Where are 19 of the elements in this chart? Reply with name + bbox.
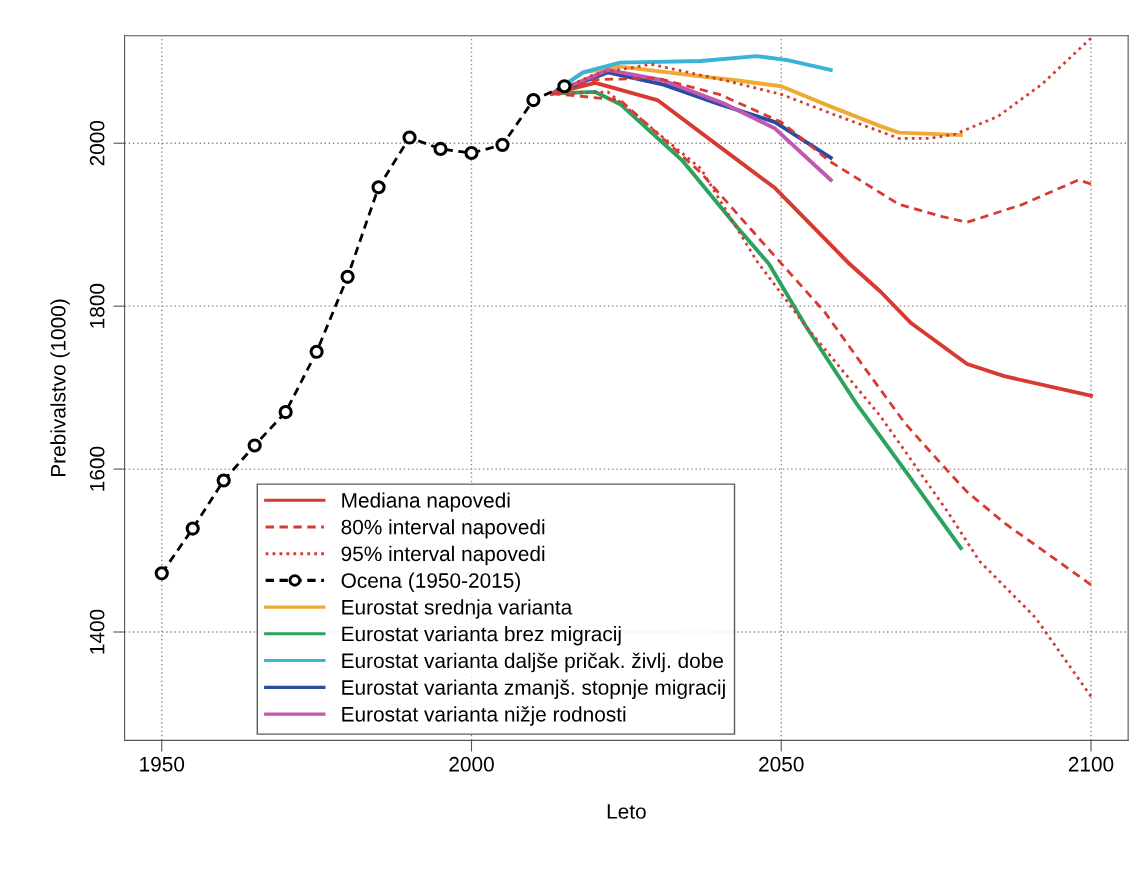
legend-label: 80% interval napovedi — [341, 519, 545, 539]
legend-label: Eurostat srednja varianta — [342, 599, 573, 619]
legend-label: Ocena (1950-2015) — [341, 572, 520, 592]
legend-label: Eurostat varianta zmanjš. stopnje migracij — [342, 679, 725, 699]
legend-label: Eurostat varianta daljše pričak. življ. dobe — [342, 652, 723, 673]
x-tick-label: 2100 — [1068, 756, 1114, 772]
x-axis-title: Leto — [607, 804, 646, 819]
x-tick-label: 1950 — [140, 756, 185, 772]
legend-label: Mediana napovedi — [342, 492, 510, 512]
y-tick-label: 1800 — [89, 283, 105, 328]
x-tick-label: 2000 — [449, 756, 494, 772]
legend-label: 95% interval napovedi — [341, 545, 545, 566]
y-axis-title: Prebivalstvo (1000) — [50, 299, 70, 477]
x-tick-label: 2050 — [759, 756, 804, 772]
legend-label: Eurostat varianta nižje rodnosti — [342, 706, 626, 726]
y-tick-label: 1600 — [89, 446, 105, 491]
y-tick-label: 1400 — [89, 609, 105, 654]
legend-label: Eurostat varianta brez migracij — [342, 626, 621, 646]
y-tick-label: 2000 — [89, 120, 105, 166]
